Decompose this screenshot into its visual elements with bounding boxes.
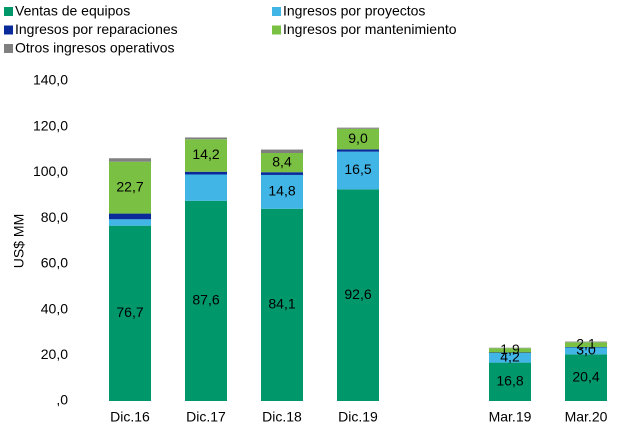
bar-segment [261, 153, 303, 173]
x-tick-label: Dic.16 [110, 409, 150, 425]
bar-segment [185, 171, 227, 175]
y-tick-label: 40,0 [41, 300, 68, 316]
bar-segment [337, 189, 379, 401]
bar-segment [337, 127, 379, 129]
bar-segment [109, 219, 151, 226]
bar-segment [261, 172, 303, 175]
data-label: 87,6 [192, 292, 219, 308]
bar-segment [261, 174, 303, 209]
bar-segment [565, 341, 607, 343]
data-label: 16,5 [344, 161, 371, 177]
y-tick-label: 120,0 [33, 117, 68, 133]
bar-segment [109, 225, 151, 401]
data-label: 22,7 [116, 178, 143, 194]
bar-segment [185, 200, 227, 401]
bar-segment [337, 128, 379, 150]
legend-label: Ingresos por mantenimiento [283, 21, 457, 37]
y-tick-label: 60,0 [41, 255, 68, 271]
x-tick-label: Mar.20 [565, 409, 608, 425]
data-label: 76,7 [116, 304, 143, 320]
bar-segment [337, 149, 379, 152]
data-label: 84,1 [268, 296, 295, 312]
legend-swatch [4, 25, 13, 35]
bar-segment [109, 158, 151, 162]
y-axis-label: US$ MM [11, 214, 27, 268]
data-label: 8,4 [272, 153, 292, 169]
bar-segment [185, 174, 227, 201]
x-tick-label: Mar.19 [489, 409, 532, 425]
legend-label: Ingresos por proyectos [283, 3, 425, 19]
legend-swatch [4, 44, 13, 53]
data-label: 20,4 [572, 368, 599, 384]
bar-segment [109, 213, 151, 220]
legend-label: Otros ingresos operativos [15, 40, 175, 56]
bar-segment [261, 149, 303, 153]
data-label: 14,8 [268, 183, 295, 199]
legend-swatch [4, 7, 13, 16]
bar-segment [109, 161, 151, 214]
x-tick-label: Dic.19 [338, 409, 378, 425]
bar-segment [565, 342, 607, 348]
y-tick-label: 140,0 [33, 72, 68, 88]
legend-label: Ingresos por reparaciones [15, 21, 178, 37]
legend-swatch [272, 25, 281, 35]
data-label: 14,2 [192, 146, 219, 162]
data-label: 92,6 [344, 286, 371, 302]
bar-segment [489, 348, 531, 353]
bar-segment [261, 208, 303, 401]
bar-segment [337, 151, 379, 190]
data-label: 16,8 [496, 373, 523, 389]
y-tick-label: ,0 [56, 392, 68, 408]
legend-label: Ventas de equipos [15, 3, 130, 19]
bar-segment [489, 353, 531, 363]
x-tick-label: Dic.17 [186, 409, 226, 425]
bar-segment [185, 139, 227, 172]
legend-swatch [272, 7, 281, 16]
y-tick-label: 20,0 [41, 346, 68, 362]
y-tick-label: 80,0 [41, 209, 68, 225]
data-label: 9,0 [348, 130, 368, 146]
bar-segment [565, 354, 607, 401]
y-tick-label: 100,0 [33, 163, 68, 179]
bar-segment [185, 137, 227, 140]
x-tick-label: Dic.18 [262, 409, 302, 425]
bar-segment [489, 362, 531, 401]
bar-segment [565, 347, 607, 355]
data-label: 2,1 [576, 335, 596, 351]
data-label: 1,9 [500, 341, 520, 357]
